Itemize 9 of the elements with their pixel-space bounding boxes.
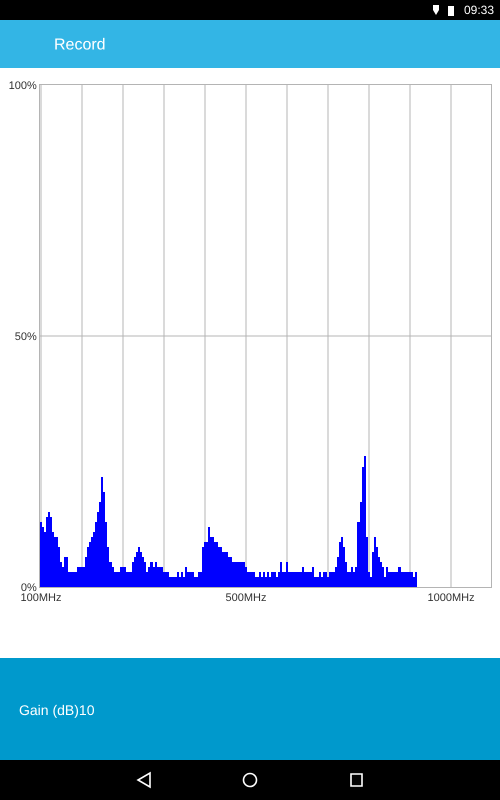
x-tick-label: 100MHz xyxy=(20,592,62,604)
x-tick-label: 500MHz xyxy=(226,592,267,604)
chart-title: Record xyxy=(54,36,106,54)
y-tick-label: 100% xyxy=(8,80,38,92)
text: 09:33 xyxy=(464,3,494,17)
x-tick-label: 1000MHz xyxy=(427,592,475,604)
y-tick-label: 0% xyxy=(20,582,38,594)
text: Gain (dB)10 xyxy=(19,702,95,718)
y-tick-label: 50% xyxy=(14,330,38,343)
